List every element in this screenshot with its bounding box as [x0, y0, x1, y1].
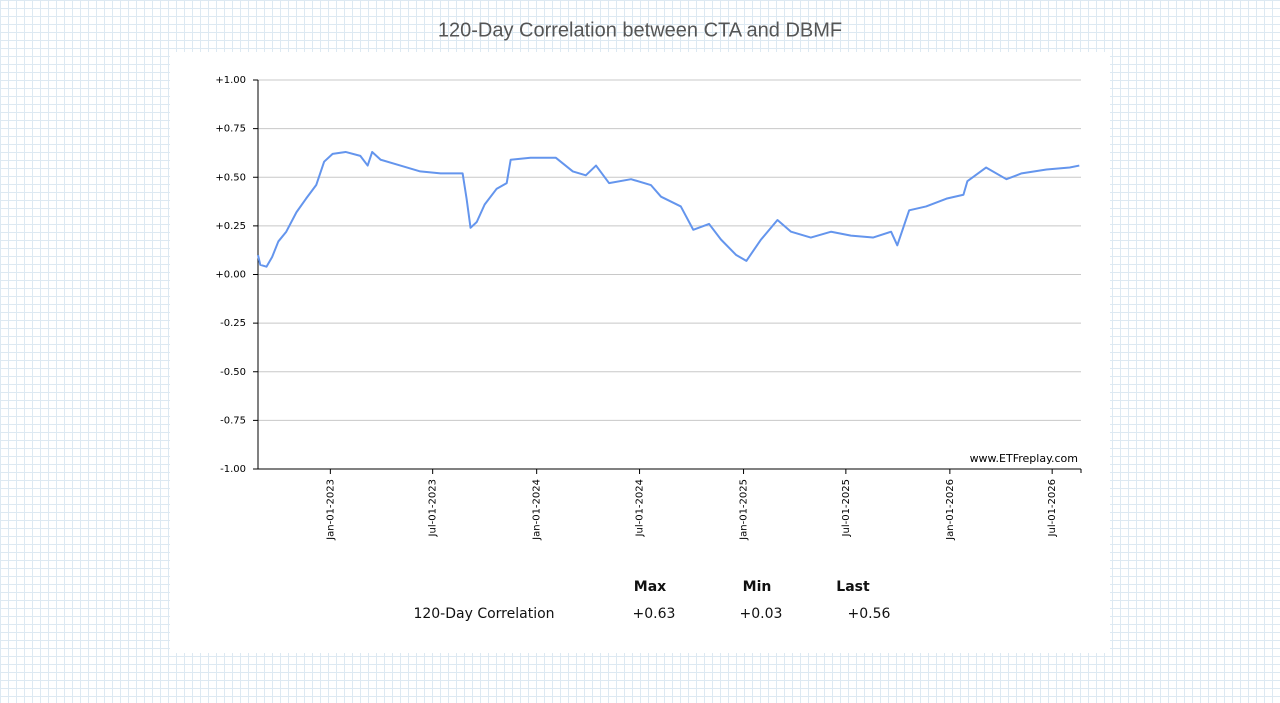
stats-value: +0.63	[633, 606, 676, 622]
x-tick-label: Jan-01-2025	[739, 479, 750, 541]
x-tick-label: Jul-01-2025	[841, 479, 852, 537]
y-tick-label: -0.25	[220, 318, 246, 329]
stats-header: Min	[743, 579, 772, 595]
data-line	[257, 150, 1080, 268]
y-tick-label: +0.50	[215, 172, 246, 183]
x-tick-label: Jan-01-2026	[945, 479, 956, 541]
y-tick-label: -0.75	[220, 415, 246, 426]
y-tick-label: +0.75	[215, 124, 246, 135]
stats-header: Max	[634, 579, 666, 595]
stats-header: Last	[836, 579, 870, 595]
x-tick-label: Jul-01-2026	[1047, 479, 1058, 537]
x-tick-label: Jan-01-2024	[532, 479, 543, 541]
x-tick-label: Jan-01-2023	[325, 479, 336, 541]
y-tick-label: -1.00	[220, 464, 246, 475]
stats-row-label: 120-Day Correlation	[413, 606, 554, 622]
y-tick-label: +1.00	[215, 75, 246, 86]
panel	[170, 52, 1110, 653]
x-tick-label: Jul-01-2024	[635, 479, 646, 537]
stats-value: +0.03	[740, 606, 783, 622]
chart-title: 120-Day Correlation between CTA and DBMF	[438, 19, 842, 41]
y-tick-label: +0.25	[215, 221, 246, 232]
watermark: www.ETFreplay.com	[970, 452, 1078, 465]
x-tick-label: Jul-01-2023	[428, 479, 439, 537]
y-tick-label: -0.50	[220, 367, 246, 378]
stats-value: +0.56	[848, 606, 891, 622]
y-tick-label: +0.00	[215, 270, 246, 281]
